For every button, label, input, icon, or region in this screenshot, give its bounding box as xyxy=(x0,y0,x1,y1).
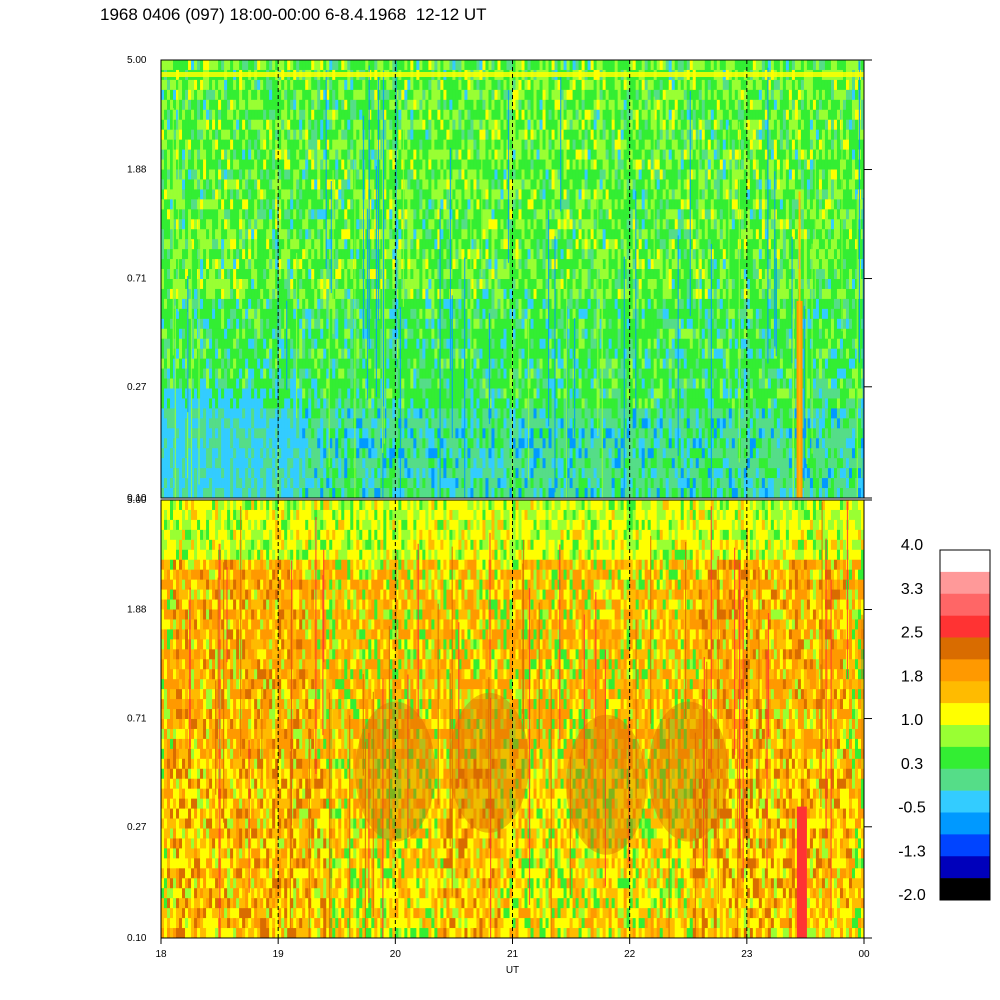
page-title: 1968 0406 (097) 18:00-00:00 6-8.4.1968 1… xyxy=(100,5,487,25)
bottom-activity-blob xyxy=(355,701,436,842)
colorbar-swatch xyxy=(940,637,990,660)
colorbar-frame xyxy=(939,549,991,901)
y-tick-label: 1.88 xyxy=(127,165,147,176)
colorbar: 4.0 3.3 2.5 1.8 1.0 0.3 -0.5 -1.3 -2.0 xyxy=(898,537,991,904)
y-tick-label: 5.00 xyxy=(127,55,147,66)
colorbar-label: -2.0 xyxy=(898,887,926,904)
colorbar-swatch xyxy=(940,812,990,835)
x-tick-label: 23 xyxy=(741,949,753,960)
x-tick-label: 18 xyxy=(155,949,167,960)
colorbar-swatch xyxy=(940,703,990,726)
colorbar-label: 0.3 xyxy=(901,756,923,773)
y-tick-label: 0.71 xyxy=(127,714,147,725)
colorbar-swatch xyxy=(940,571,990,595)
colorbar-swatch xyxy=(940,856,990,879)
colorbar-swatch xyxy=(940,834,990,857)
bottom-event-streak xyxy=(796,806,807,938)
colorbar-label: 1.0 xyxy=(901,712,923,729)
colorbar-swatch xyxy=(940,681,990,704)
colorbar-swatch xyxy=(940,550,990,573)
bottom-activity-blob xyxy=(449,692,530,833)
colorbar-label: 3.3 xyxy=(901,581,923,598)
y-tick-label: 0.10 xyxy=(127,933,147,944)
y-tick-label: 0.27 xyxy=(127,382,147,393)
y-tick-label: 5.00 xyxy=(127,495,147,506)
bottom-activity-blob xyxy=(566,714,647,855)
colorbar-swatch xyxy=(940,768,990,791)
colorbar-swatch xyxy=(940,790,990,813)
colorbar-swatch xyxy=(940,659,990,682)
y-tick-label: 1.88 xyxy=(127,605,147,616)
colorbar-label: -0.5 xyxy=(898,800,926,817)
y-tick-label: 0.10 xyxy=(127,493,147,504)
x-tick-label: 00 xyxy=(858,949,870,960)
x-tick-label: 21 xyxy=(507,949,519,960)
x-tick-label: 20 xyxy=(390,949,402,960)
y-tick-label: 0.71 xyxy=(127,274,147,285)
colorbar-swatch xyxy=(940,746,990,770)
x-tick-label: 22 xyxy=(624,949,636,960)
colorbar-swatch xyxy=(940,593,990,616)
y-tick-label: 0.27 xyxy=(127,822,147,833)
bottom-activity-blob xyxy=(648,701,729,842)
colorbar-swatch xyxy=(940,725,990,748)
colorbar-label: -1.3 xyxy=(898,843,926,860)
x-axis-label: UT xyxy=(506,965,519,976)
colorbar-swatch xyxy=(940,615,990,638)
colorbar-label: 2.5 xyxy=(901,625,923,642)
x-tick-label: 19 xyxy=(273,949,285,960)
colorbar-label: 1.8 xyxy=(901,668,923,685)
colorbar-swatch xyxy=(940,878,990,901)
colorbar-label: 4.0 xyxy=(901,537,923,554)
